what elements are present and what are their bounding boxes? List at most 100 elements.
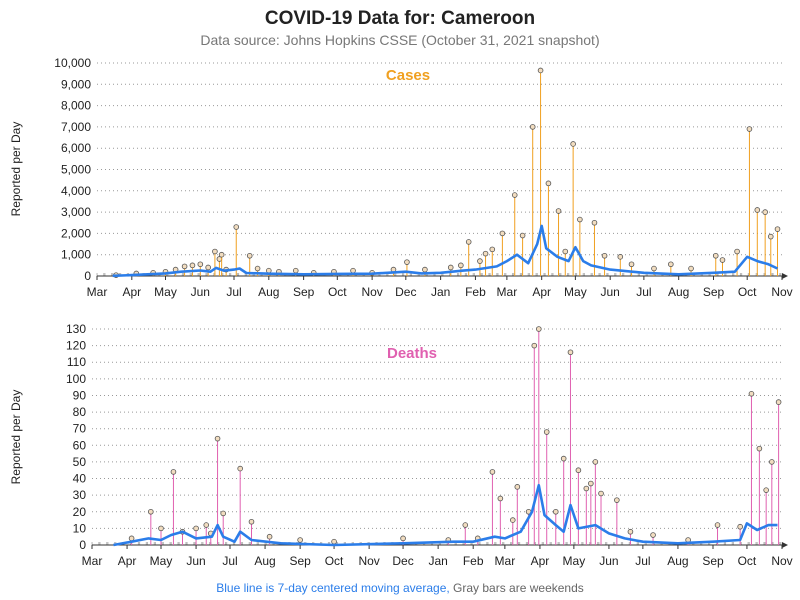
- weekend-bar: [403, 273, 405, 276]
- x-tick-label: Oct: [738, 285, 757, 299]
- x-tick-label: Feb: [465, 285, 486, 299]
- footnote: Blue line is 7-day centered moving avera…: [216, 581, 584, 595]
- data-point: [400, 535, 406, 542]
- weekend-bar: [780, 273, 782, 276]
- weekend-bar: [763, 542, 765, 545]
- weekend-bar: [725, 273, 727, 276]
- weekend-bar: [723, 542, 725, 545]
- x-tick-label: Apr: [118, 554, 137, 568]
- cases-panel: 0 1,000 2,000 3,000 4,000 5,000 6,000 7,000 8,00…: [9, 56, 793, 299]
- weekend-bar: [747, 273, 749, 276]
- weekend-bar: [265, 542, 267, 545]
- weekend-bar: [454, 542, 456, 545]
- footnote-moving-average: Blue line is 7-day centered moving avera…: [216, 581, 449, 595]
- weekend-bar: [438, 542, 440, 545]
- weekend-bar: [607, 273, 609, 276]
- weekend-bar: [536, 273, 538, 276]
- weekend-bar: [741, 273, 743, 276]
- data-point: [769, 459, 775, 465]
- weekend-bar: [606, 542, 608, 545]
- y-tick-label: 60: [73, 438, 87, 452]
- weekend-bar: [558, 542, 560, 545]
- x-tick-label: May: [563, 554, 586, 568]
- weekend-bar: [193, 542, 195, 545]
- weekend-bar: [505, 273, 507, 276]
- y-tick-label: 10: [73, 521, 87, 535]
- data-point: [555, 208, 562, 214]
- y-tick-label: 10,000: [54, 56, 91, 70]
- data-point: [497, 495, 504, 502]
- weekend-bar: [198, 273, 200, 276]
- x-axis-arrow: [782, 273, 788, 279]
- weekend-bar: [103, 273, 105, 276]
- x-tick-label: Aug: [258, 285, 279, 299]
- weekend-bar: [240, 542, 242, 545]
- x-tick-label: Jul: [635, 554, 650, 568]
- weekend-bar: [178, 542, 180, 545]
- y-tick-label: 120: [66, 339, 86, 353]
- data-point: [422, 266, 428, 273]
- weekend-bar: [202, 542, 204, 545]
- weekend-bar: [201, 542, 203, 545]
- x-tick-label: Apr: [531, 554, 550, 568]
- weekend-bar: [513, 273, 515, 276]
- weekend-bar: [511, 273, 514, 276]
- weekend-bar: [410, 273, 413, 276]
- weekend-bar: [206, 273, 208, 276]
- weekend-bar: [139, 542, 141, 545]
- x-tick-label: Jun: [191, 285, 210, 299]
- x-tick-label: Oct: [738, 554, 757, 568]
- weekend-bar: [583, 273, 585, 276]
- data-point: [519, 232, 526, 239]
- weekend-bar: [589, 542, 591, 545]
- weekend-bar: [599, 273, 601, 276]
- weekend-bar: [615, 273, 617, 276]
- weekend-bar: [446, 542, 448, 545]
- weekend-bar: [709, 542, 711, 545]
- data-point: [762, 209, 768, 215]
- weekend-bar: [417, 273, 419, 276]
- weekend-bar: [190, 273, 192, 276]
- data-point: [688, 265, 694, 272]
- y-tick-label: 70: [73, 422, 87, 436]
- weekend-bar: [161, 542, 163, 545]
- data-point: [458, 262, 464, 269]
- x-tick-label: Oct: [325, 554, 344, 568]
- data-point: [763, 487, 769, 493]
- x-tick-label: Sep: [703, 285, 725, 299]
- x-tick-label: Mar: [87, 285, 108, 299]
- weekend-bar: [551, 273, 553, 276]
- weekend-bar: [717, 273, 719, 276]
- weekend-bar: [574, 273, 576, 276]
- weekend-bar: [780, 542, 782, 545]
- weekend-bar: [637, 273, 639, 276]
- moving-average-line: [113, 483, 778, 547]
- data-point: [756, 445, 763, 452]
- weekend-bar: [478, 542, 480, 545]
- weekend-bar: [590, 273, 592, 276]
- x-tick-label: Aug: [668, 285, 689, 299]
- weekend-bar: [205, 273, 207, 276]
- data-point: [193, 525, 199, 532]
- weekend-bar: [186, 542, 188, 545]
- weekend-bar: [502, 542, 504, 545]
- data-point: [292, 267, 299, 274]
- data-point: [248, 518, 255, 525]
- weekend-bar: [628, 542, 630, 545]
- weekend-bar: [716, 273, 718, 276]
- weekend-bar: [549, 542, 551, 545]
- weekend-bar: [104, 273, 106, 276]
- data-point: [509, 517, 516, 523]
- weekend-bar: [542, 542, 544, 545]
- weekend-bar: [598, 273, 600, 276]
- weekend-bar: [418, 273, 420, 276]
- y-tick-label: 30: [73, 488, 87, 502]
- x-tick-label: Mar: [495, 554, 516, 568]
- weekend-bar: [395, 273, 397, 276]
- weekend-bar: [441, 273, 443, 276]
- data-point: [537, 67, 544, 74]
- y-tick-label: 3,000: [61, 205, 91, 219]
- weekend-bar: [581, 542, 583, 545]
- x-tick-label: Aug: [667, 554, 688, 568]
